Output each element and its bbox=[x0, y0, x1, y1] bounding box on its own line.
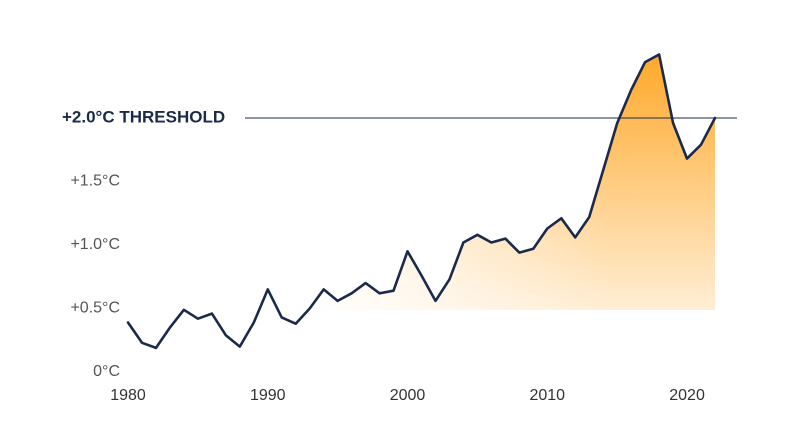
line bbox=[126, 53, 717, 350]
area bbox=[128, 54, 715, 372]
y-tick-label: +1.5°C bbox=[70, 173, 120, 190]
y-tick-label: +1.0°C bbox=[70, 236, 120, 253]
x-tick-label: 1990 bbox=[250, 387, 286, 404]
y-tick-label: +0.5°C bbox=[70, 300, 120, 317]
y-tick-label: 0°C bbox=[93, 363, 120, 380]
x-tick-label: 1980 bbox=[110, 387, 146, 404]
x-tick-label: 2020 bbox=[669, 387, 705, 404]
x-tick-label: 2010 bbox=[529, 387, 565, 404]
threshold-label: +2.0°C THRESHOLD bbox=[62, 107, 225, 126]
x-tick-label: 2000 bbox=[390, 387, 426, 404]
